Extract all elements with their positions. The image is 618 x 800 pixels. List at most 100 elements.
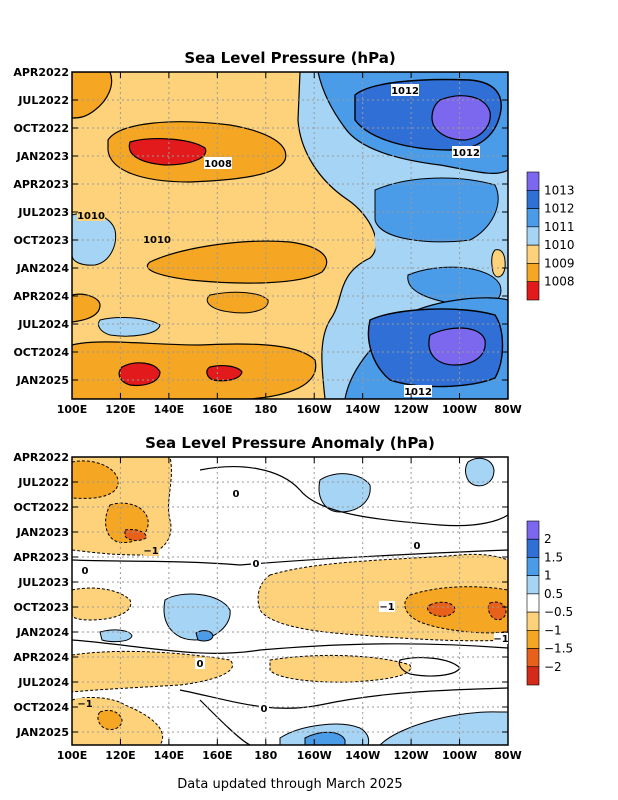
x-tick-label: 100E bbox=[57, 403, 87, 416]
x-tick-label: 120E bbox=[105, 749, 135, 762]
x-tick-label: 140W bbox=[345, 403, 380, 416]
colorbar-label: −1 bbox=[544, 623, 562, 637]
chart1-x-ticks: 100E 120E 140E 160E 180 160W 140W 120W 100W 80W bbox=[57, 72, 522, 416]
contour-label: 0 bbox=[414, 541, 421, 552]
x-tick-label: 100W bbox=[442, 749, 477, 762]
colorbar-swatch bbox=[526, 593, 540, 613]
chart1-title: Sea Level Pressure (hPa) bbox=[184, 49, 395, 67]
x-tick-label: 160W bbox=[297, 749, 332, 762]
colorbar-swatch bbox=[526, 263, 540, 283]
colorbar-swatch bbox=[526, 575, 540, 595]
chart1-frame bbox=[71, 71, 509, 400]
chart2-colorbar: 2 1.5 1 0.5 −0.5 −1 −1.5 −2 bbox=[526, 520, 573, 686]
x-tick-label: 160W bbox=[297, 403, 332, 416]
y-tick-label: APR2024 bbox=[13, 290, 69, 303]
contour-label: 1012 bbox=[404, 387, 432, 398]
chart1-contour-labels: 1012 1012 1008 1010 1010 1012 bbox=[77, 84, 480, 398]
x-tick-label: 120E bbox=[105, 403, 135, 416]
y-tick-label: APR2024 bbox=[13, 651, 69, 664]
x-tick-label: 140E bbox=[154, 749, 184, 762]
colorbar-swatch bbox=[526, 208, 540, 228]
colorbar-swatch bbox=[526, 226, 540, 246]
y-tick-label: JAN2025 bbox=[16, 374, 69, 387]
colorbar-swatch bbox=[526, 520, 540, 540]
chart2-title: Sea Level Pressure Anomaly (hPa) bbox=[145, 434, 435, 452]
colorbar-label: 1.5 bbox=[544, 550, 563, 564]
chart1-field bbox=[72, 72, 508, 399]
contour-label: 0 bbox=[197, 659, 204, 670]
colorbar-label: −2 bbox=[544, 660, 562, 674]
contour-label: −1 bbox=[493, 634, 508, 645]
y-tick-label: OCT2023 bbox=[13, 234, 69, 247]
y-tick-label: JAN2023 bbox=[16, 526, 69, 539]
y-tick-label: OCT2022 bbox=[13, 501, 69, 514]
y-tick-label: OCT2024 bbox=[13, 346, 69, 359]
colorbar-label: 2 bbox=[544, 532, 552, 546]
chart2-frame bbox=[71, 456, 509, 746]
colorbar-label: 1008 bbox=[544, 275, 575, 289]
colorbar-swatch bbox=[526, 281, 540, 301]
colorbar-label: 1 bbox=[544, 569, 552, 583]
chart2-contour-labels: 0 −1 0 0 0 −1 −1 0 0 −1 bbox=[77, 488, 509, 715]
y-tick-label: OCT2024 bbox=[13, 701, 69, 714]
y-tick-label: APR2023 bbox=[13, 551, 69, 564]
chart1-y-ticks: APR2022 JUL2022 OCT2022 JAN2023 APR2023 JUL20… bbox=[13, 66, 508, 387]
contour-label: 1008 bbox=[204, 159, 232, 170]
contour-label: −1 bbox=[379, 602, 394, 613]
colorbar-label: −0.5 bbox=[544, 605, 573, 619]
y-tick-label: OCT2023 bbox=[13, 601, 69, 614]
y-tick-label: JUL2023 bbox=[17, 206, 69, 219]
y-tick-label: APR2022 bbox=[13, 66, 69, 79]
colorbar-swatch bbox=[526, 611, 540, 631]
colorbar-label: −1.5 bbox=[544, 642, 573, 656]
colorbar-swatch bbox=[526, 538, 540, 558]
contour-label: 1010 bbox=[143, 235, 171, 246]
contour-label: 0 bbox=[233, 489, 240, 500]
y-tick-label: JAN2025 bbox=[16, 726, 69, 739]
x-tick-label: 160E bbox=[202, 403, 232, 416]
y-tick-label: JAN2024 bbox=[16, 626, 70, 639]
x-tick-label: 120W bbox=[394, 403, 429, 416]
x-tick-label: 180 bbox=[254, 403, 277, 416]
y-tick-label: JUL2024 bbox=[17, 676, 69, 689]
y-tick-label: APR2023 bbox=[13, 178, 69, 191]
contour-label: 0 bbox=[261, 704, 268, 715]
x-tick-label: 160E bbox=[202, 749, 232, 762]
y-tick-label: JUL2023 bbox=[17, 576, 69, 589]
chart2-field bbox=[72, 457, 508, 745]
colorbar-label: 1009 bbox=[544, 256, 575, 270]
colorbar-swatch bbox=[526, 557, 540, 576]
colorbar-swatch bbox=[526, 189, 540, 209]
x-tick-label: 80W bbox=[494, 403, 521, 416]
y-tick-label: APR2022 bbox=[13, 451, 69, 464]
y-tick-label: JUL2022 bbox=[17, 476, 69, 489]
chart2-grid bbox=[72, 457, 508, 745]
contour-label: 1012 bbox=[391, 86, 419, 97]
contour-label: 0 bbox=[82, 566, 89, 577]
colorbar-swatch bbox=[526, 648, 540, 668]
footer-note: Data updated through March 2025 bbox=[177, 777, 402, 792]
colorbar-swatch bbox=[526, 666, 540, 686]
x-tick-label: 140W bbox=[345, 749, 380, 762]
colorbar-swatch bbox=[526, 171, 540, 191]
x-tick-label: 140E bbox=[154, 403, 184, 416]
y-tick-label: JUL2022 bbox=[17, 94, 69, 107]
colorbar-label: 1010 bbox=[544, 238, 575, 252]
contour-label: 1010 bbox=[77, 211, 105, 222]
colorbar-label: 1013 bbox=[544, 183, 575, 197]
colorbar-swatch bbox=[526, 244, 540, 264]
contour-label: 1012 bbox=[452, 148, 480, 159]
y-tick-label: JUL2024 bbox=[17, 318, 69, 331]
y-tick-label: OCT2022 bbox=[13, 122, 69, 135]
x-tick-label: 100W bbox=[442, 403, 477, 416]
contour-label: −1 bbox=[77, 699, 92, 710]
colorbar-swatch bbox=[526, 630, 540, 649]
y-tick-label: JAN2023 bbox=[16, 150, 69, 163]
x-tick-label: 180 bbox=[254, 749, 277, 762]
x-tick-label: 120W bbox=[394, 749, 429, 762]
chart2-y-ticks: APR2022 JUL2022 OCT2022 JAN2023 APR2023 JUL20… bbox=[13, 451, 508, 739]
contour-label: −1 bbox=[143, 546, 158, 557]
x-tick-label: 100E bbox=[57, 749, 87, 762]
chart2-x-ticks: 100E 120E 140E 160E 180 160W 140W 120W 100W 80W bbox=[57, 457, 522, 762]
